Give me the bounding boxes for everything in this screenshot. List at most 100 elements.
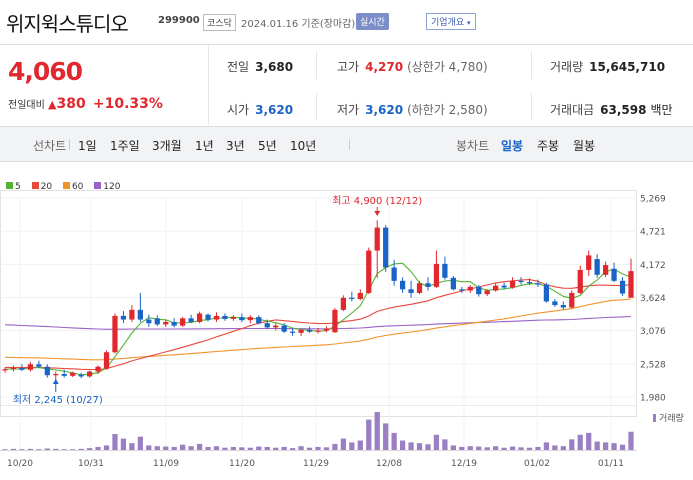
stat-label: 전일 bbox=[227, 60, 250, 74]
candle-body bbox=[289, 331, 296, 333]
legend-label: 120 bbox=[103, 182, 121, 192]
candle-body bbox=[146, 319, 152, 324]
candle bbox=[560, 301, 566, 310]
candle bbox=[476, 285, 482, 297]
candle bbox=[163, 319, 169, 327]
price-chart[interactable]: 5,269 4,721 4,172 3,624 3,076 2,528 1,980 10/20… bbox=[0, 190, 693, 480]
tab-3y[interactable]: 3년 bbox=[226, 139, 245, 153]
volume-bar bbox=[86, 448, 93, 450]
legend-swatch bbox=[6, 182, 13, 189]
up-arrow-icon: ▲ bbox=[48, 98, 57, 111]
candle-body bbox=[264, 323, 270, 328]
candle bbox=[518, 277, 524, 285]
volume-bar bbox=[543, 442, 550, 450]
volume-bar bbox=[95, 446, 101, 450]
candle bbox=[450, 275, 456, 291]
volume-bar bbox=[289, 448, 296, 450]
candle-body bbox=[273, 325, 279, 328]
legend-item-60: 60 bbox=[62, 182, 83, 192]
change-label: 전일대비 bbox=[8, 100, 45, 111]
candle-body bbox=[543, 284, 550, 302]
candle bbox=[340, 295, 347, 312]
candle bbox=[459, 286, 465, 293]
candle-body bbox=[374, 227, 380, 251]
stock-name: 위지윅스튜디오 bbox=[6, 12, 129, 36]
candle bbox=[137, 292, 143, 322]
candle bbox=[120, 311, 127, 324]
company-info-label: 기업개요 bbox=[431, 18, 465, 28]
tab-monthly[interactable]: 월봉 bbox=[573, 139, 596, 153]
price-change: 전일대비 ▲380 +10.33% bbox=[8, 96, 163, 112]
volume-bar bbox=[357, 440, 363, 450]
volume-bar bbox=[526, 447, 533, 450]
candle-body bbox=[459, 289, 465, 291]
realtime-button[interactable]: 실시간 bbox=[356, 13, 389, 30]
candle bbox=[205, 313, 211, 322]
y-tick-label: 1,980 bbox=[640, 394, 666, 404]
candle bbox=[594, 254, 600, 278]
volume-bar bbox=[188, 446, 194, 450]
candle bbox=[374, 220, 380, 278]
volume-bar bbox=[323, 447, 330, 450]
candle bbox=[383, 225, 389, 272]
line-chart-label: 선차트 bbox=[33, 139, 67, 153]
legend-label: 5 bbox=[15, 182, 21, 192]
volume-bar bbox=[70, 449, 76, 450]
candle bbox=[509, 277, 516, 289]
tab-1y[interactable]: 1년 bbox=[195, 139, 214, 153]
low-annotation: 최저 2,245 (10/27) bbox=[13, 394, 103, 406]
candle-body bbox=[484, 290, 490, 295]
y-tick-label: 4,172 bbox=[640, 261, 666, 271]
volume-bar bbox=[103, 445, 110, 450]
candle bbox=[95, 365, 101, 375]
candle bbox=[44, 364, 50, 378]
tab-1d[interactable]: 1일 bbox=[78, 139, 97, 153]
tab-3m[interactable]: 3개월 bbox=[152, 139, 182, 153]
volume-bar bbox=[493, 446, 499, 450]
candle bbox=[323, 326, 330, 333]
volume-bar bbox=[569, 439, 575, 450]
stat-label: 시가 bbox=[227, 103, 250, 117]
tab-1w[interactable]: 1주일 bbox=[110, 139, 140, 153]
candle bbox=[129, 305, 135, 322]
candle bbox=[281, 323, 287, 333]
volume-bar bbox=[205, 446, 211, 450]
volume-bar bbox=[619, 444, 626, 450]
tab-weekly[interactable]: 주봉 bbox=[537, 139, 560, 153]
volume-bar bbox=[44, 448, 50, 450]
candle-body bbox=[467, 286, 473, 291]
candle-body bbox=[19, 367, 25, 370]
candle bbox=[196, 311, 203, 324]
candle-body bbox=[357, 292, 363, 299]
period-tabs: 선차트 1일 1주일 3개월 1년 3년 5년 10년 봉차트 일봉 주봉 월봉 bbox=[0, 126, 693, 162]
volume-bar bbox=[399, 440, 406, 450]
candle bbox=[543, 282, 550, 303]
candle-body bbox=[493, 285, 499, 291]
candle-body bbox=[239, 317, 245, 321]
volume-bar bbox=[442, 439, 448, 450]
tab-10y[interactable]: 10년 bbox=[290, 139, 317, 153]
volume-bar bbox=[154, 446, 160, 450]
candle-body bbox=[196, 313, 203, 322]
stat-label: 거래량 bbox=[550, 60, 584, 74]
candle-body bbox=[383, 227, 389, 268]
volume-bar bbox=[213, 446, 220, 450]
candle-body bbox=[10, 367, 17, 370]
quote-date: 2024.01.16 기준(장마감) bbox=[241, 19, 356, 30]
tab-5y[interactable]: 5년 bbox=[258, 139, 277, 153]
candle bbox=[467, 285, 473, 293]
candle bbox=[408, 280, 414, 298]
volume-bar bbox=[586, 432, 592, 450]
x-tick-label: 10/20 bbox=[7, 459, 33, 469]
candle-body bbox=[154, 318, 160, 325]
candle-body bbox=[611, 268, 617, 281]
company-info-button[interactable]: 기업개요 ▾ bbox=[426, 13, 476, 30]
tab-daily[interactable]: 일봉 bbox=[501, 139, 524, 153]
candle-body bbox=[425, 283, 431, 287]
volume-bar bbox=[281, 446, 287, 450]
candle-body bbox=[552, 301, 558, 306]
candle-body bbox=[2, 369, 8, 371]
candle-body bbox=[416, 283, 423, 293]
candle-body bbox=[560, 305, 566, 308]
candle bbox=[442, 256, 448, 280]
